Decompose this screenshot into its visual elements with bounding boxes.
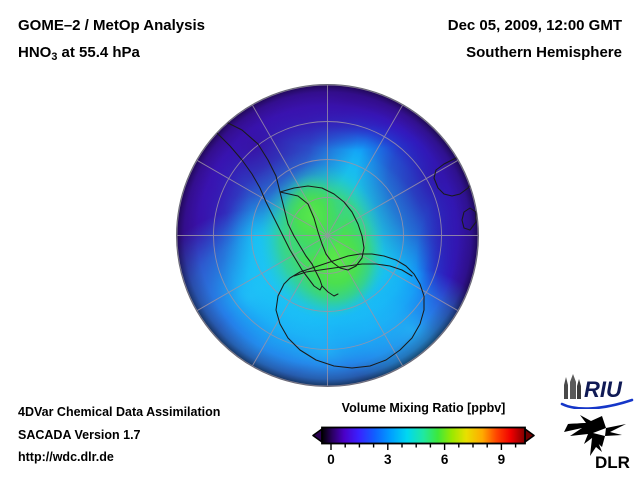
colorbar: Volume Mixing Ratio [ppbv]	[311, 401, 536, 470]
footer-line-3: http://wdc.dlr.de	[18, 450, 114, 464]
globe-outline	[176, 84, 479, 387]
riu-wave-icon	[560, 398, 634, 410]
species-suffix: at 55.4 hPa	[57, 44, 140, 61]
dlr-logo: DLR	[562, 414, 634, 472]
dlr-wordmark: DLR	[595, 453, 630, 472]
header-left: GOME–2 / MetOp Analysis HNO3 at 55.4 hPa	[18, 12, 205, 68]
colorbar-tick-3: 9	[498, 452, 506, 467]
footer-credits: 4DVar Chemical Data Assimilation SACADA …	[18, 401, 220, 469]
dlr-mark-icon	[564, 415, 626, 456]
colorbar-title: Volume Mixing Ratio [ppbv]	[341, 401, 506, 415]
colorbar-tick-2: 6	[441, 452, 449, 467]
riu-logo: RIU	[558, 373, 636, 410]
colorbar-tick-1: 3	[384, 452, 392, 467]
region-label: Southern Hemisphere	[466, 44, 622, 61]
colorbar-extend-right	[524, 428, 535, 443]
riu-towers-icon	[564, 374, 581, 399]
species-title: HNO3 at 55.4 hPa	[18, 39, 205, 68]
instrument-title: GOME–2 / MetOp Analysis	[18, 17, 205, 34]
species-prefix: HNO	[18, 44, 52, 61]
riu-wordmark: RIU	[584, 377, 623, 402]
species-subscript: 3	[51, 51, 58, 63]
colorbar-tick-0: 0	[327, 452, 335, 467]
footer-line-1: 4DVar Chemical Data Assimilation	[18, 405, 221, 419]
colorbar-gradient	[321, 426, 526, 445]
globe-field	[176, 84, 479, 387]
header-right: Dec 05, 2009, 12:00 GMT Southern Hemisph…	[448, 12, 622, 66]
colorbar-extend-left	[312, 428, 323, 443]
colorbar-ticks	[330, 443, 517, 450]
datetime-label: Dec 05, 2009, 12:00 GMT	[447, 17, 622, 34]
colorbar-tick-labels: 0 3 6 9	[327, 452, 505, 467]
footer-line-2: SACADA Version 1.7	[18, 427, 141, 442]
globe-map	[176, 84, 479, 387]
